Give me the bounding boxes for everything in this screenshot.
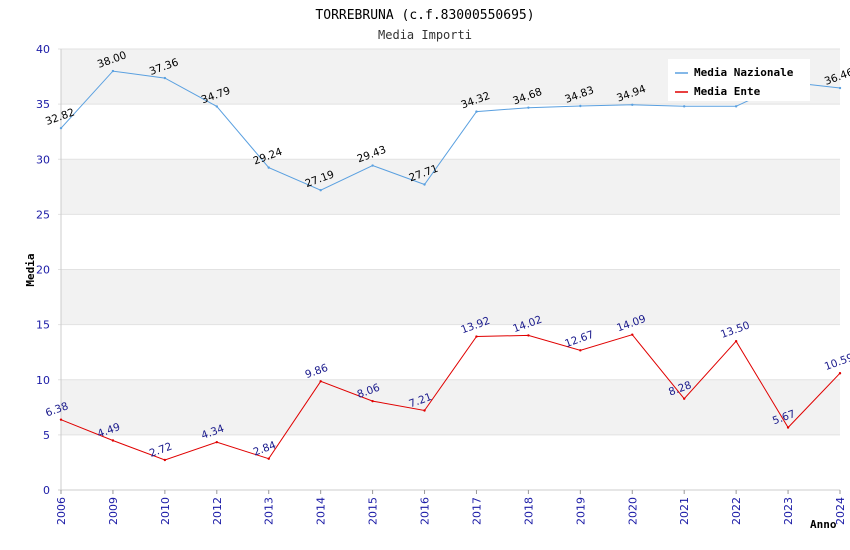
grid-band — [61, 379, 840, 435]
data-point — [527, 106, 530, 109]
grid-band — [61, 104, 840, 160]
x-tick-label: 2024 — [834, 497, 847, 525]
data-point — [59, 418, 63, 421]
data-point — [683, 105, 686, 108]
x-tick-label: 2020 — [626, 497, 639, 525]
x-tick-label: 2006 — [55, 497, 68, 525]
grid-bands — [61, 49, 840, 490]
chart-subtitle: Media Importi — [378, 28, 472, 42]
x-tick-label: 2016 — [419, 497, 432, 525]
y-tick-label: 40 — [36, 43, 50, 56]
x-tick-label: 2022 — [730, 497, 743, 525]
data-point — [267, 457, 270, 460]
data-point — [683, 397, 686, 400]
y-tick-label: 30 — [36, 153, 50, 166]
axes: 0 5 10 15 20 25 30 35 40 2006 2009 2010 2012 2013 2014… — [36, 43, 847, 525]
x-tick-label: 2017 — [470, 497, 483, 525]
legend: Media Nazionale Media Ente — [668, 59, 810, 101]
data-point — [475, 335, 478, 338]
grid-band — [61, 214, 840, 270]
data-point — [527, 334, 530, 337]
y-tick-label: 25 — [36, 208, 50, 221]
data-point — [734, 339, 738, 343]
data-point — [423, 183, 426, 186]
data-point — [475, 110, 478, 113]
x-tick-label: 2021 — [678, 497, 691, 525]
data-point — [579, 104, 582, 108]
data-point — [786, 426, 790, 429]
series-line-ente — [60, 334, 841, 461]
x-tick-label: 2010 — [159, 497, 172, 525]
y-tick-label: 35 — [36, 98, 50, 111]
y-tick-label: 0 — [43, 484, 50, 497]
legend-label-nazionale: Media Nazionale — [694, 66, 794, 79]
data-point — [163, 458, 167, 462]
grid-band — [61, 269, 840, 325]
x-tick-label: 2013 — [263, 497, 276, 525]
x-tick-label: 2019 — [574, 497, 587, 525]
y-tick-label: 5 — [43, 429, 50, 442]
x-tick-label: 2015 — [367, 497, 380, 525]
data-point — [215, 440, 218, 444]
data-point — [371, 399, 374, 403]
y-tick-label: 10 — [36, 374, 50, 387]
grid-band — [61, 434, 840, 490]
y-tick-label: 15 — [36, 319, 50, 332]
chart-title: TORREBRUNA (c.f.83000550695) — [315, 8, 534, 23]
data-point — [319, 380, 322, 383]
series-line-nazionale — [60, 70, 841, 191]
data-point — [631, 103, 634, 106]
data-point — [423, 409, 426, 412]
x-tick-label: 2012 — [211, 497, 224, 525]
data-point — [59, 126, 63, 130]
data-point — [215, 105, 218, 108]
legend-box — [668, 59, 810, 101]
data-point — [734, 105, 738, 108]
x-tick-label: 2014 — [315, 497, 328, 525]
data-point — [267, 166, 270, 169]
data-point — [163, 76, 167, 80]
data-point — [319, 189, 322, 192]
data-point — [579, 349, 582, 352]
data-point — [371, 164, 374, 167]
data-point — [838, 86, 842, 90]
x-tick-label: 2009 — [107, 497, 120, 525]
x-tick-label: 2023 — [782, 497, 795, 525]
series-lines — [59, 69, 842, 462]
data-point — [111, 69, 115, 73]
y-tick-label: 20 — [36, 264, 50, 277]
data-point — [631, 333, 634, 336]
legend-label-ente: Media Ente — [694, 85, 761, 98]
x-tick-label: 2018 — [522, 497, 535, 525]
data-point — [838, 372, 842, 375]
x-axis-label: Anno — [810, 518, 837, 531]
data-point — [111, 439, 115, 442]
y-axis-label: Media — [24, 253, 37, 286]
grid-band — [61, 159, 840, 215]
